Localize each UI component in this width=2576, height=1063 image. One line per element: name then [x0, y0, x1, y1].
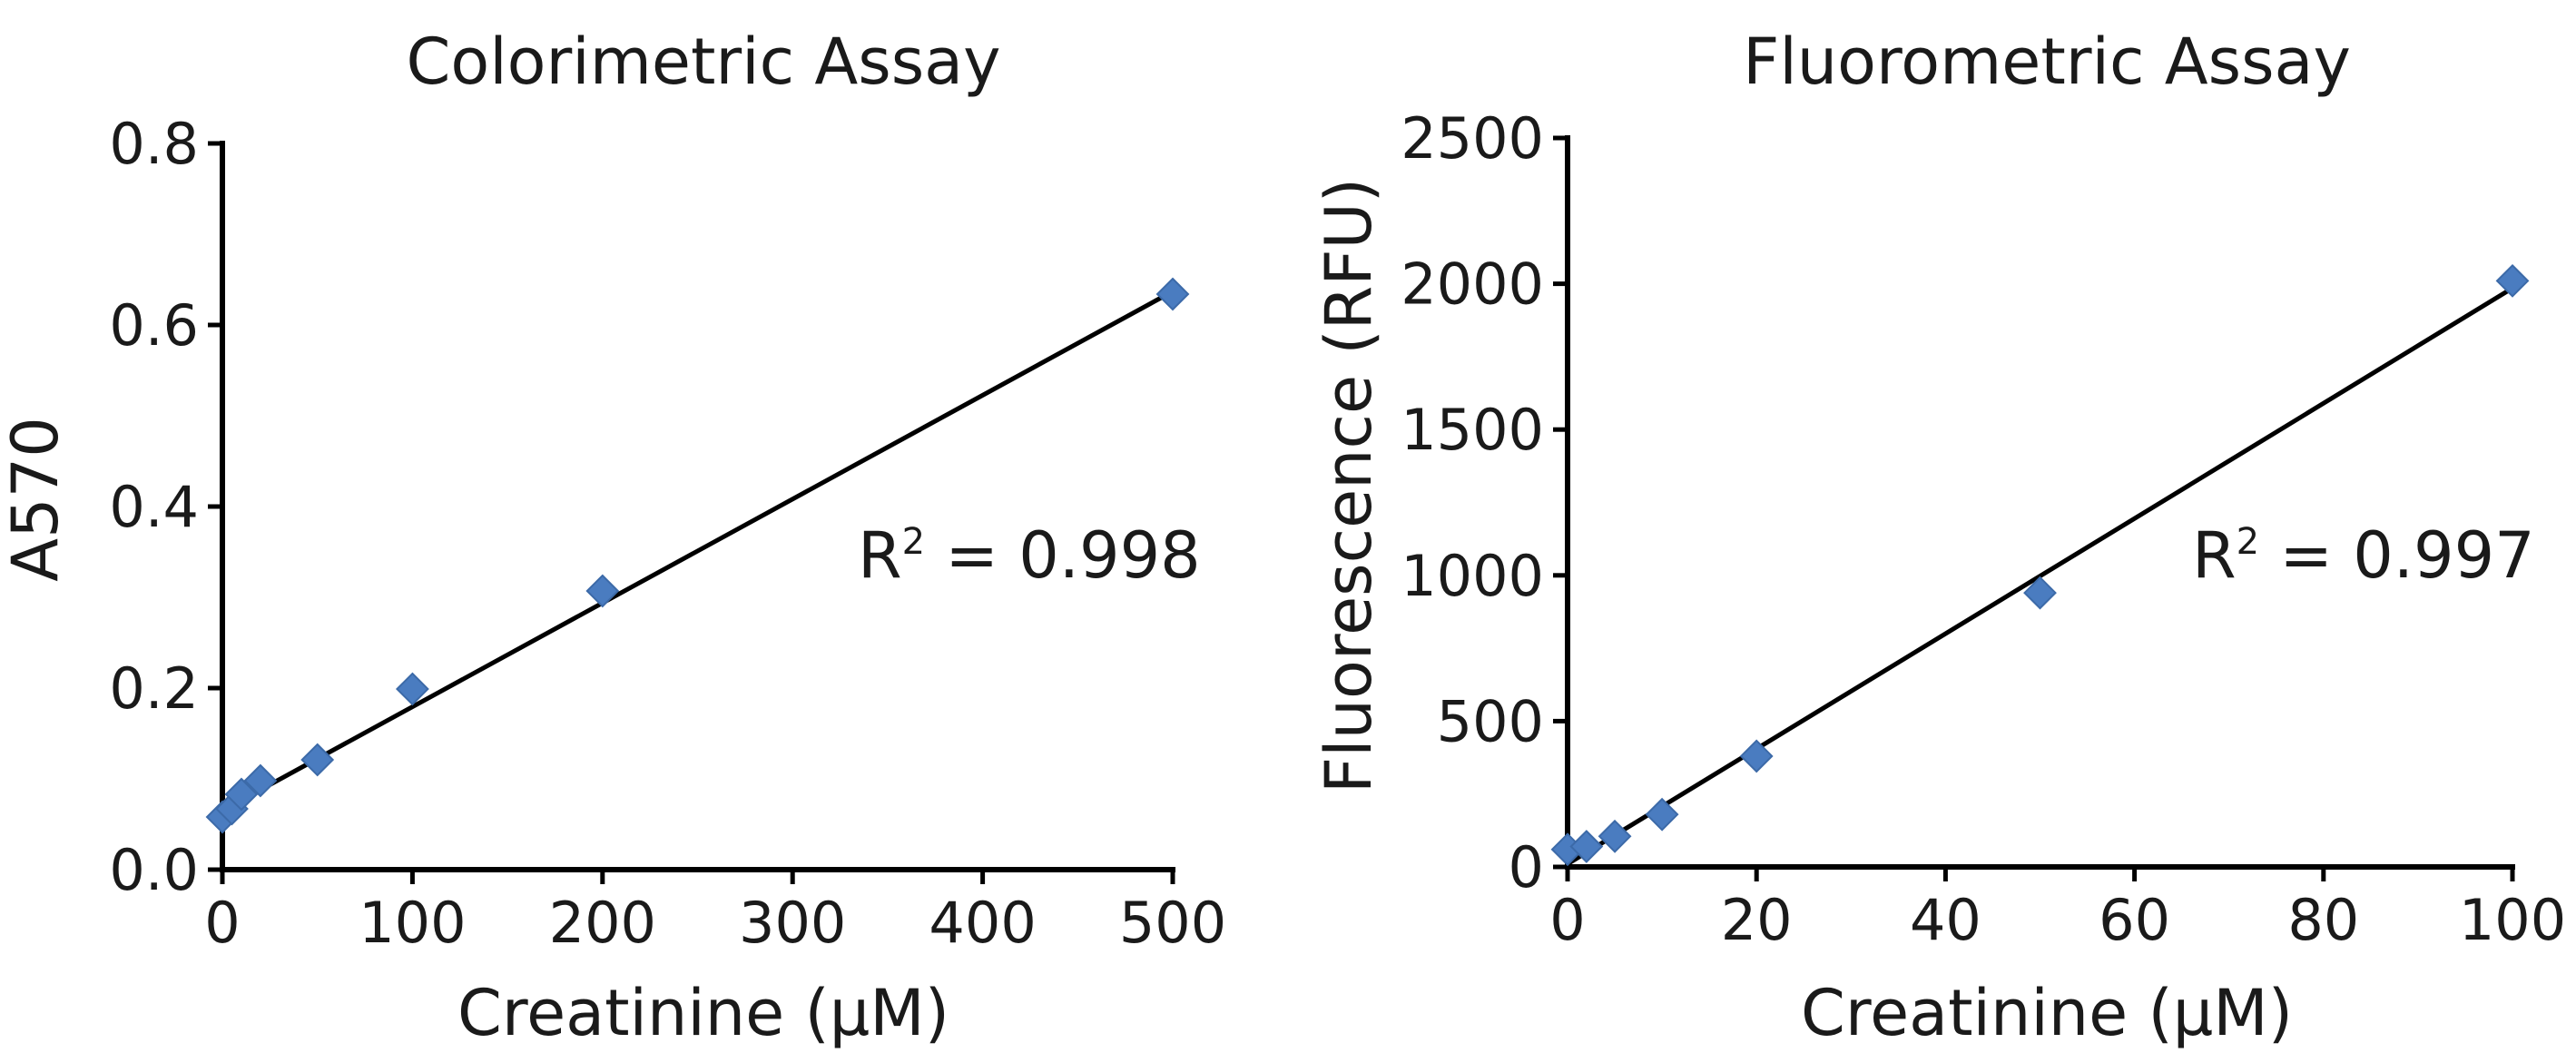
- axes: [1565, 135, 2515, 870]
- chart-title: Colorimetric Assay: [406, 25, 1000, 99]
- r-squared-annotation: R2 = 0.997: [2192, 518, 2535, 593]
- trendline-layer: [221, 289, 1175, 813]
- x-tick-label: 200: [549, 890, 656, 956]
- x-tick-label: 100: [359, 890, 466, 956]
- y-tick-label: 2000: [1401, 251, 1544, 318]
- y-tick-label: 0.8: [109, 111, 199, 177]
- x-tick-label: 500: [1119, 890, 1226, 956]
- x-tick-label: 80: [2287, 887, 2359, 953]
- y-ticks: 0.0 0.2 0.4 0.6 0.8: [109, 111, 222, 903]
- fluorometric-chart: Fluorometric Assay Fluorescence (RFU) Cr…: [1312, 25, 2566, 1050]
- trendline: [1566, 286, 2514, 866]
- data-points: [1550, 263, 2530, 867]
- data-point: [1598, 819, 1632, 853]
- y-tick-label: 500: [1437, 688, 1544, 754]
- x-axis-label: Creatinine (µM): [1801, 976, 2293, 1050]
- y-tick-label: 1500: [1401, 397, 1544, 463]
- data-point: [1645, 797, 1679, 832]
- y-tick-label: 1000: [1401, 543, 1544, 609]
- x-tick-label: 20: [1721, 887, 1793, 953]
- r-squared-annotation: R2 = 0.998: [858, 518, 1201, 593]
- x-ticks: 0 20 40 60 80 100: [1549, 867, 2566, 953]
- x-tick-label: 0: [1549, 887, 1585, 953]
- x-tick-label: 400: [929, 890, 1036, 956]
- x-tick-label: 60: [2099, 887, 2170, 953]
- data-point: [2495, 263, 2530, 298]
- data-point: [2023, 576, 2057, 610]
- data-point: [1569, 830, 1604, 863]
- axes: [220, 141, 1175, 872]
- trendline: [221, 289, 1175, 813]
- x-tick-label: 100: [2459, 887, 2566, 953]
- colorimetric-chart: Colorimetric Assay A570 Creatinine (µM) …: [0, 25, 1226, 1050]
- y-tick-label: 0: [1509, 834, 1544, 901]
- x-tick-label: 40: [1910, 887, 1981, 953]
- chart-title: Fluorometric Assay: [1743, 25, 2351, 99]
- y-tick-label: 0.0: [109, 837, 199, 903]
- y-ticks: 0 500 1000 1500 2000 2500: [1401, 105, 1568, 901]
- data-point: [243, 763, 278, 798]
- y-tick-label: 0.6: [109, 292, 199, 359]
- trendline-layer: [1566, 286, 2514, 866]
- data-point: [300, 743, 335, 777]
- data-point: [224, 777, 259, 812]
- y-tick-label: 0.2: [109, 655, 199, 722]
- data-point: [1155, 277, 1190, 311]
- x-tick-label: 300: [739, 890, 846, 956]
- y-axis-label: Fluorescence (RFU): [1312, 178, 1386, 793]
- data-point: [395, 672, 429, 706]
- data-points: [205, 277, 1190, 834]
- y-tick-label: 2500: [1401, 105, 1544, 172]
- y-tick-label: 0.4: [109, 474, 199, 540]
- x-ticks: 0 100 200 300 400 500: [204, 870, 1226, 956]
- y-axis-label: A570: [0, 417, 73, 582]
- x-tick-label: 0: [204, 890, 240, 956]
- x-axis-label: Creatinine (µM): [457, 976, 949, 1050]
- data-point: [585, 574, 620, 608]
- data-point: [1739, 739, 1774, 773]
